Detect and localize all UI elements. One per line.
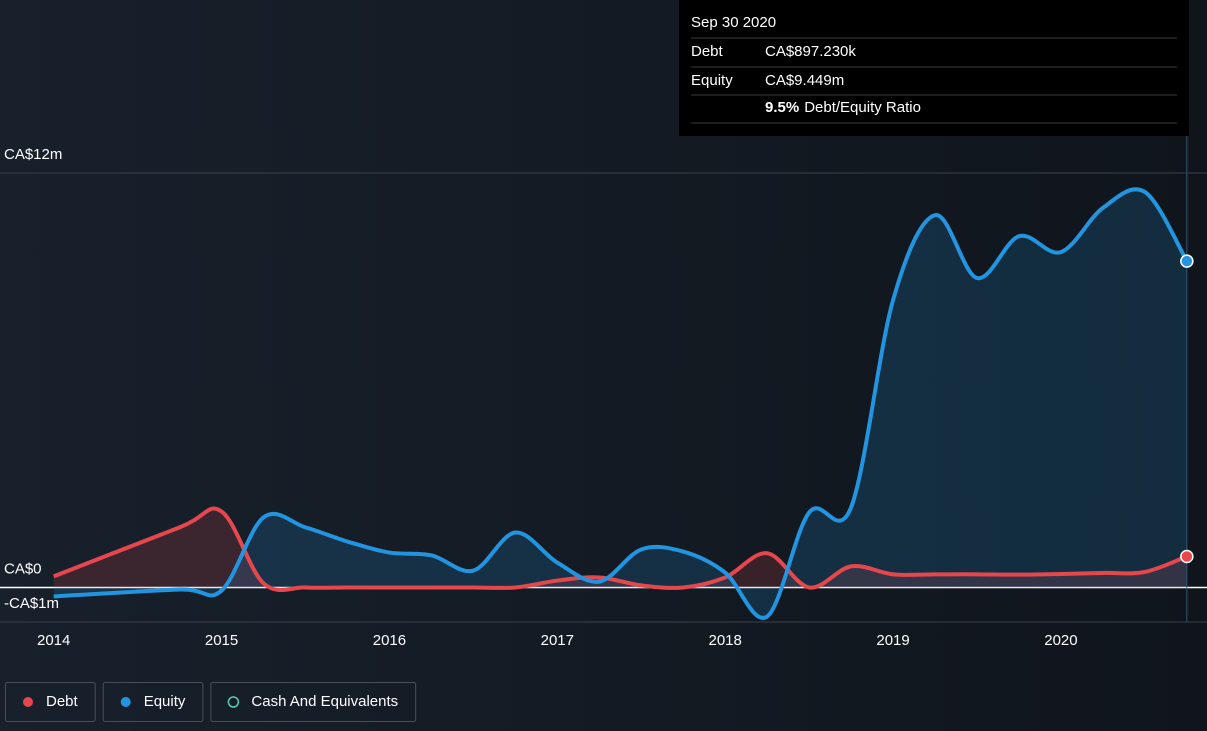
tooltip-label: Equity: [691, 72, 733, 89]
legend-item[interactable]: Equity: [102, 682, 204, 722]
y-tick-label: CA$0: [4, 560, 42, 577]
y-tick-label: CA$12m: [4, 146, 62, 163]
tooltip: Sep 30 2020 Debt CA$897.230k Equity CA$9.449…: [679, 0, 1189, 136]
x-tick-label: 2019: [876, 632, 909, 649]
line: [53, 187, 1189, 620]
end-point: [1180, 254, 1194, 268]
x-tick-label: 2018: [709, 632, 742, 649]
legend-label: Cash And Equivalents: [251, 693, 398, 710]
tooltip-ratio: 9.5%: [765, 99, 799, 116]
legend-swatch: [120, 697, 131, 707]
legend-box: [210, 682, 417, 722]
x-tick-label: 2017: [541, 632, 574, 649]
legend-label: Equity: [144, 693, 186, 710]
legend-box: [5, 682, 96, 722]
tooltip-date: Sep 30 2020: [691, 14, 776, 31]
legend-swatch: [23, 697, 33, 707]
area: [53, 508, 1187, 591]
y-tick-label: -CA$1m: [4, 595, 59, 612]
x-tick-label: 2020: [1044, 632, 1077, 649]
legend-swatch: [227, 696, 240, 708]
tooltip-value: CA$9.449m: [765, 72, 844, 89]
x-tick-label: 2014: [37, 632, 70, 649]
legend-label: Debt: [46, 693, 79, 710]
tooltip-ratio-label: Debt/Equity Ratio: [804, 99, 921, 116]
x-tick-label: 2016: [373, 632, 406, 649]
area: [53, 189, 1187, 618]
x-tick-label: 2015: [205, 632, 238, 649]
tooltip-label: Debt: [691, 43, 724, 60]
tooltip-value: CA$897.230k: [765, 43, 856, 60]
legend-box: [102, 682, 204, 722]
legend-item[interactable]: Cash And Equivalents: [210, 682, 417, 722]
tooltip-box: [679, 0, 1189, 136]
line: [52, 506, 1188, 593]
end-point: [1180, 549, 1194, 564]
legend-item[interactable]: Debt: [5, 682, 96, 722]
